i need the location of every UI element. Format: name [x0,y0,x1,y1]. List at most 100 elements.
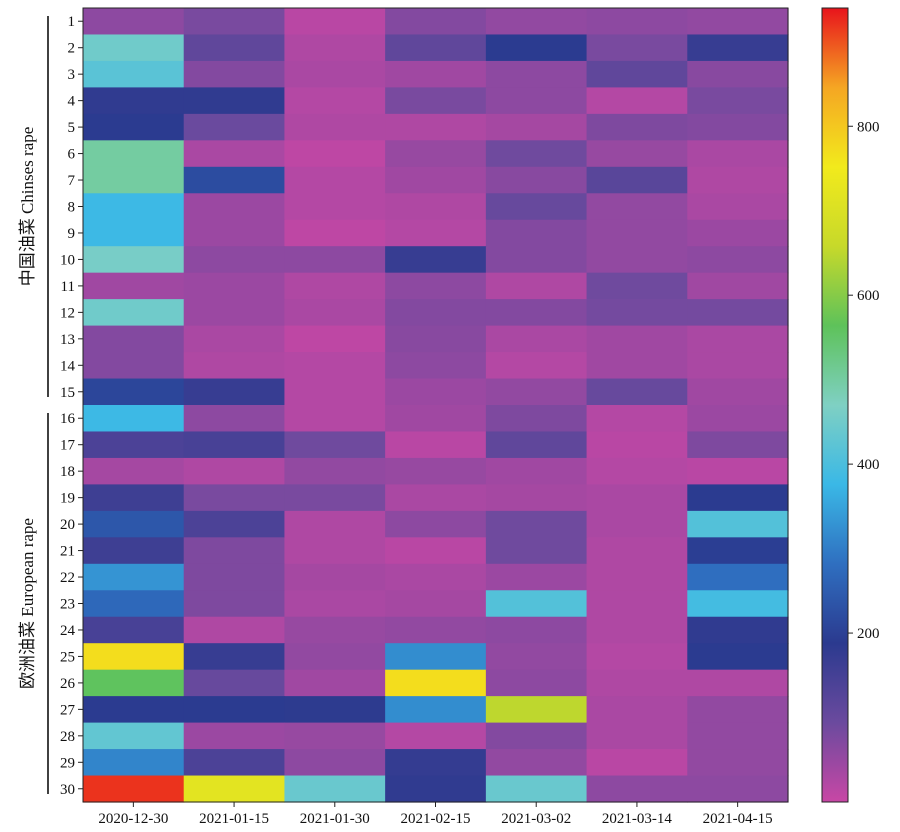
heatmap-cell [83,590,185,618]
heatmap-cell [586,219,688,247]
group-label-bg [14,106,40,307]
heatmap-cell [183,484,286,512]
heatmap-cell [385,140,487,168]
heatmap-cell [586,775,688,803]
y-tick-label: 19 [60,491,75,507]
heatmap-cell [385,378,487,406]
heatmap-cell [183,193,286,221]
heatmap-cell [687,60,789,88]
heatmap-cell [385,272,487,300]
heatmap-cell [183,299,286,327]
heatmap-cell [183,246,286,274]
heatmap-cell [485,140,588,168]
heatmap-cell [83,537,185,565]
heatmap-cell [687,299,789,327]
heatmap-cell [183,378,286,406]
heatmap-cell [687,352,789,380]
heatmap-cell [385,166,487,194]
heatmap-cell [284,60,386,88]
y-tick-label: 7 [68,173,76,189]
heatmap-cell [83,563,185,591]
heatmap-cell [183,166,286,194]
heatmap-cell [284,696,386,724]
heatmap-cell [586,643,688,671]
heatmap-cell [183,749,286,777]
heatmap-cell [183,34,286,62]
heatmap-cell [385,8,487,36]
heatmap-cell [284,643,386,671]
heatmap-cell [485,299,588,327]
y-tick-label: 30 [60,782,75,798]
heatmap-cell [83,60,185,88]
heatmap-cell [385,457,487,485]
heatmap-cell [485,749,588,777]
heatmap-cell [284,722,386,750]
heatmap-cell [83,246,185,274]
heatmap-cell [687,669,789,697]
heatmap-cell [183,696,286,724]
heatmap-cell [485,643,588,671]
heatmap-cell [485,8,588,36]
row-group-brackets: 中国油菜 Chinses rape 欧洲油菜 European rape [14,16,49,794]
x-tick-label: 2021-03-02 [501,811,571,827]
heatmap-cell [586,378,688,406]
heatmap-cell [183,272,286,300]
heatmap-cell [385,563,487,591]
heatmap-cell [183,643,286,671]
y-tick-label: 18 [60,464,75,480]
heatmap-cell [485,775,588,803]
y-tick-label: 14 [60,358,76,374]
heatmap-cell [83,722,185,750]
x-tick-label: 2021-01-15 [199,811,269,827]
heatmap-cell [586,140,688,168]
heatmap-cell [284,166,386,194]
heatmap-cell [284,352,386,380]
heatmap-cell [183,722,286,750]
heatmap-cell [183,140,286,168]
y-tick-label: 8 [68,200,76,216]
heatmap-cell [586,696,688,724]
heatmap-cell [83,669,185,697]
heatmap-cell [385,325,487,353]
heatmap-cell [83,34,185,62]
heatmap-cell [284,537,386,565]
heatmap-cell [485,484,588,512]
heatmap-cell [586,537,688,565]
heatmap-cell [284,299,386,327]
heatmap-cell [183,510,286,538]
heatmap-cell [83,378,185,406]
heatmap-cell [83,749,185,777]
heatmap-cell [586,246,688,274]
heatmap-cell [687,272,789,300]
colorbar-tick-label: 200 [857,626,880,642]
heatmap-cell [284,378,386,406]
heatmap-cell [83,219,185,247]
heatmap-cell [83,457,185,485]
heatmap-cell [385,87,487,115]
heatmap-cell [586,590,688,618]
heatmap-cell [485,34,588,62]
heatmap-cell [284,457,386,485]
y-tick-label: 28 [60,729,75,745]
heatmap-cell [687,775,789,803]
heatmap-cell [485,616,588,644]
x-tick-label: 2021-04-15 [703,811,773,827]
heatmap-cell [284,113,386,141]
heatmap-cell [385,219,487,247]
heatmap-cell [586,60,688,88]
group-label-bg [14,503,40,704]
heatmap-cell [586,34,688,62]
heatmap-cell [485,272,588,300]
heatmap-cell [183,616,286,644]
heatmap-cell [687,431,789,459]
heatmap-cell [586,272,688,300]
heatmap-cell [284,775,386,803]
heatmap-cell [485,166,588,194]
heatmap-cell [687,378,789,406]
heatmap-cell [385,113,487,141]
heatmap-cell [83,431,185,459]
heatmap-cell [183,563,286,591]
colorbar-tick-label: 400 [857,457,880,473]
heatmap-cell [284,8,386,36]
heatmap-cell [183,537,286,565]
